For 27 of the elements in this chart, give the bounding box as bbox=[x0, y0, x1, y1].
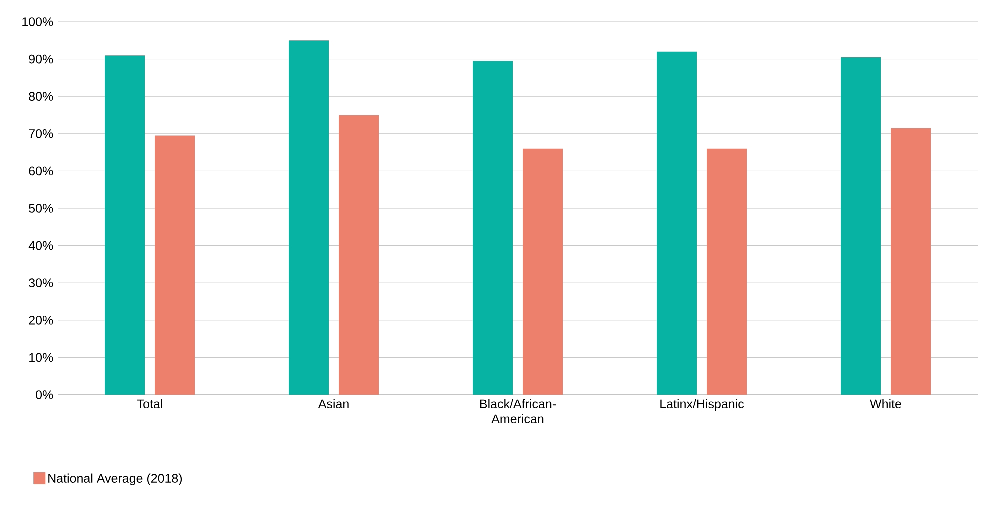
x-tick-label: Asian bbox=[318, 399, 349, 409]
bar bbox=[289, 40, 330, 395]
bar bbox=[105, 56, 145, 395]
y-tick-label: 10% bbox=[30, 353, 54, 362]
bar bbox=[523, 148, 564, 395]
bar bbox=[841, 57, 882, 395]
y-tick-label: 70% bbox=[29, 129, 54, 138]
bar bbox=[473, 61, 514, 395]
y-tick-label: 90% bbox=[29, 54, 54, 64]
y-tick-label: 0% bbox=[36, 390, 54, 400]
bar bbox=[707, 148, 748, 395]
x-tick-label: Latinx/Hispanic bbox=[660, 399, 744, 412]
x-tick-label: White bbox=[870, 399, 902, 409]
x-tick-label: Total bbox=[137, 399, 162, 409]
y-tick-label: 80% bbox=[29, 92, 54, 102]
legend-label: National Average (2018) bbox=[48, 474, 182, 486]
y-tick-label: 40% bbox=[28, 241, 54, 250]
bar bbox=[339, 115, 380, 395]
y-tick-label: 60% bbox=[29, 166, 54, 176]
bar bbox=[657, 52, 698, 395]
x-tick-label: Black/African-American bbox=[480, 399, 556, 424]
bar bbox=[891, 128, 932, 395]
y-tick-label: 20% bbox=[29, 316, 54, 325]
bar bbox=[155, 136, 195, 395]
y-tick-label: 30% bbox=[29, 278, 54, 288]
y-tick-label: 100% bbox=[22, 18, 54, 26]
y-tick-label: 50% bbox=[29, 204, 54, 213]
